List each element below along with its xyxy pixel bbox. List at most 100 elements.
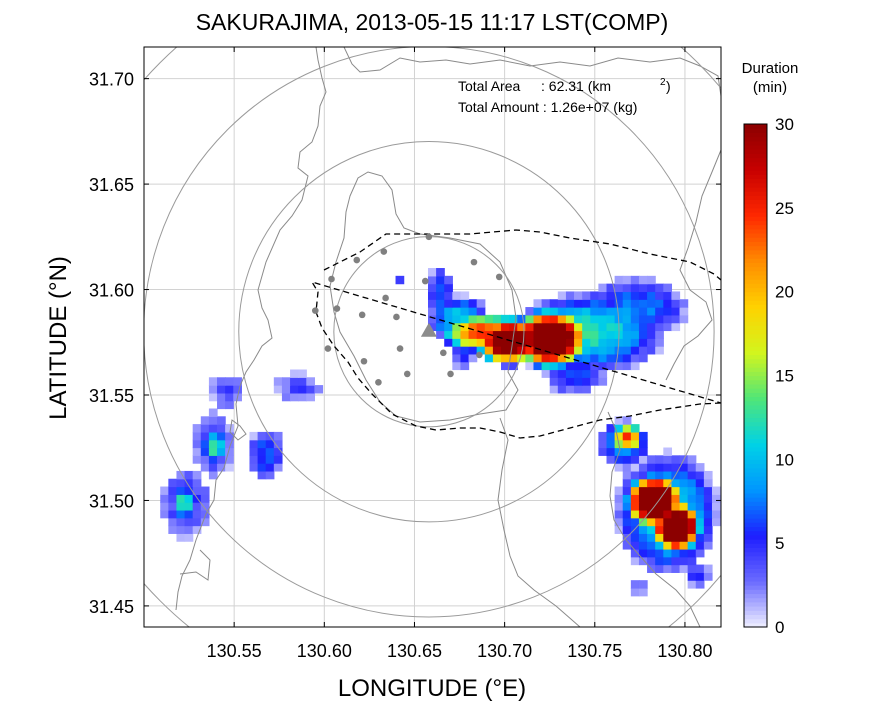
heatmap-cell <box>444 314 453 324</box>
colorbar-segment <box>744 450 767 456</box>
heatmap-cell <box>590 314 599 324</box>
heatmap-cell <box>647 556 656 566</box>
colorbar-segment <box>744 459 767 465</box>
heatmap-cell <box>630 587 640 597</box>
heatmap-cell <box>492 314 502 324</box>
heatmap-cell <box>630 580 640 589</box>
duration-heatmap-cells <box>160 268 721 597</box>
heatmap-cell <box>663 299 673 308</box>
x-tick-label: 130.65 <box>387 641 442 661</box>
heatmap-cell <box>622 330 632 339</box>
heatmap-cell <box>630 548 640 558</box>
y-axis-label: LATITUDE (°N) <box>45 256 72 420</box>
heatmap-cell <box>200 431 210 441</box>
colorbar-segment <box>744 237 767 242</box>
heatmap-cell <box>606 424 616 433</box>
heatmap-cell <box>557 385 567 394</box>
heatmap-cell <box>525 338 535 347</box>
heatmap-cell <box>614 307 624 316</box>
heatmap-cell <box>217 463 226 472</box>
colorbar-segment <box>744 203 767 209</box>
colorbar-segment <box>744 488 767 494</box>
colorbar-segment <box>744 195 767 201</box>
heatmap-cell <box>574 346 583 355</box>
heatmap-cell <box>687 455 697 464</box>
heatmap-cell <box>557 307 567 316</box>
map-plot-area <box>143 46 722 628</box>
heatmap-cell <box>200 486 210 495</box>
heatmap-cell <box>671 463 681 472</box>
heatmap-cell <box>574 307 583 316</box>
heatmap-cell <box>598 377 608 386</box>
heatmap-cell <box>687 564 697 573</box>
heatmap-cell <box>582 361 591 371</box>
heatmap-cell <box>606 314 616 324</box>
heatmap-cell <box>176 486 186 495</box>
heatmap-cell <box>711 502 721 511</box>
heatmap-cell <box>703 494 713 503</box>
heatmap-cell <box>622 314 632 324</box>
colorbar-segment <box>744 316 767 322</box>
heatmap-cell <box>565 307 575 316</box>
heatmap-cell <box>655 564 664 573</box>
colorbar-title-line1: Duration <box>742 60 799 77</box>
coastline-north-bay <box>343 47 721 97</box>
heatmap-cell <box>557 291 567 300</box>
heatmap-cell <box>306 377 315 386</box>
heatmap-cell <box>614 494 624 503</box>
heatmap-cell <box>533 307 543 316</box>
heatmap-cell <box>208 392 218 402</box>
heatmap-cell <box>176 509 186 519</box>
heatmap-cell <box>695 517 705 527</box>
y-tick-label: 31.65 <box>89 175 134 195</box>
heatmap-cell <box>614 299 624 308</box>
heatmap-cell <box>614 416 624 425</box>
heatmap-cell <box>638 494 648 503</box>
heatmap-cell <box>622 424 632 433</box>
heatmap-cell <box>638 548 648 558</box>
heatmap-cell <box>225 455 234 464</box>
heatmap-cell <box>679 525 689 534</box>
heatmap-cell <box>208 377 218 386</box>
heatmap-cell <box>273 447 283 456</box>
colorbar-segment <box>744 216 767 222</box>
heatmap-cell <box>225 431 234 441</box>
colorbar-segment <box>744 325 767 330</box>
heatmap-cell <box>679 314 689 324</box>
y-axis-ticks: 31.45 31.50 31.55 31.60 31.65 31.70 <box>89 70 721 617</box>
heatmap-cell <box>525 346 535 355</box>
heatmap-cell <box>444 275 453 285</box>
heatmap-cell <box>501 338 510 347</box>
heatmap-cell <box>703 564 713 573</box>
heatmap-cell <box>655 291 664 300</box>
heatmap-cell <box>257 431 267 441</box>
heatmap-cell <box>565 299 575 308</box>
heatmap-cell <box>655 338 664 347</box>
heatmap-cell <box>476 338 486 347</box>
heatmap-cell <box>476 346 486 355</box>
heatmap-cell <box>663 478 673 488</box>
heatmap-cell <box>622 447 632 456</box>
colorbar-segment <box>744 429 767 435</box>
heatmap-cell <box>225 400 234 410</box>
heatmap-cell <box>200 509 210 519</box>
evacuation-boundary-dashed-line <box>310 229 721 439</box>
colorbar-segment <box>744 413 767 419</box>
heatmap-cell <box>671 556 681 566</box>
heatmap-cell <box>492 322 502 332</box>
heatmap-cell <box>208 470 218 480</box>
colorbar-segment <box>744 182 767 188</box>
colorbar-segment <box>744 258 767 263</box>
heatmap-cell <box>168 486 178 495</box>
total-area-label: Total Area <box>458 78 520 94</box>
heatmap-cell <box>192 439 202 449</box>
heatmap-cell <box>168 517 178 527</box>
heatmap-cell <box>549 361 559 371</box>
heatmap-cell <box>647 486 656 495</box>
heatmap-cell <box>638 322 648 332</box>
colorbar-segment <box>744 543 767 548</box>
colorbar-frame <box>743 123 768 628</box>
heatmap-cell <box>517 346 526 355</box>
heatmap-cell <box>208 455 218 464</box>
heatmap-cell <box>217 439 226 449</box>
